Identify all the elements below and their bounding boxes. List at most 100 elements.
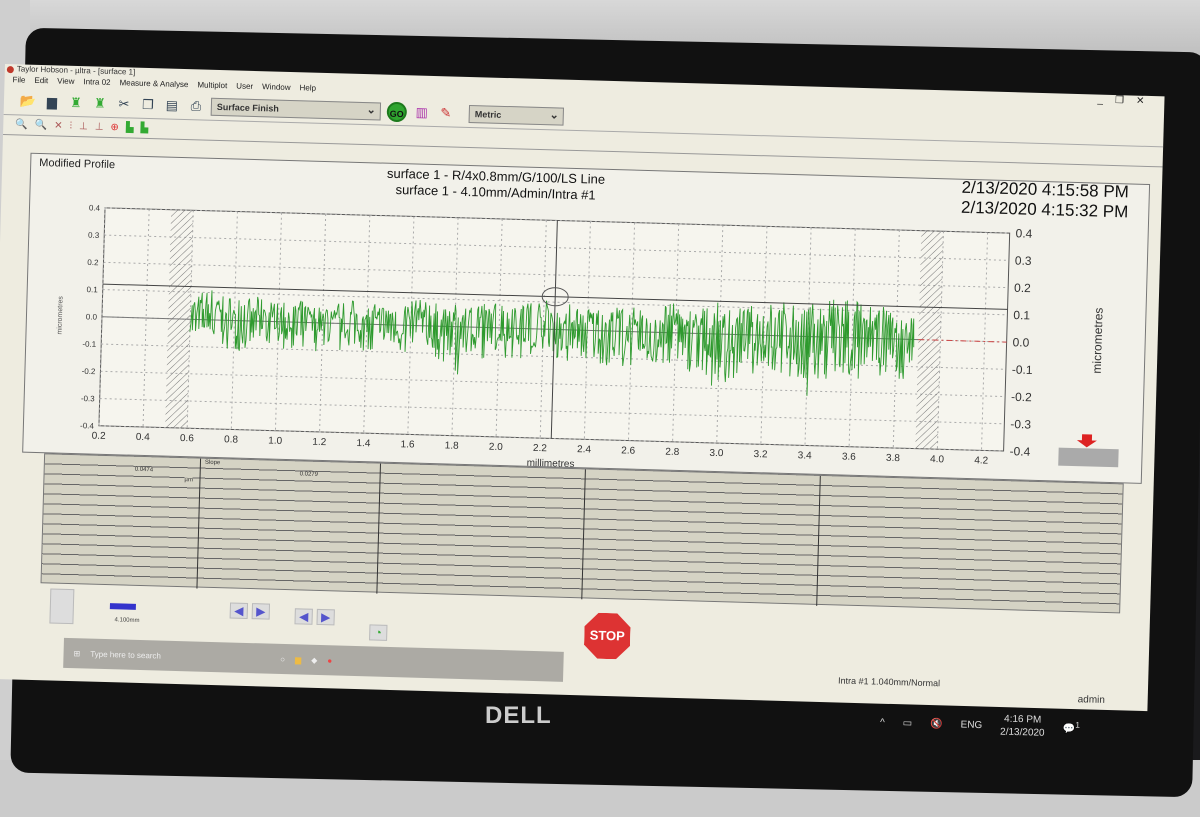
cortana-icon[interactable]: ○ <box>280 654 286 664</box>
menu-edit[interactable]: Edit <box>34 75 49 86</box>
y-tick-label-left: 0.1 <box>86 285 98 294</box>
level-icon[interactable]: ⫶ <box>69 120 73 132</box>
menu-window[interactable]: Window <box>261 82 291 92</box>
x-tick-label: 1.0 <box>268 435 283 446</box>
menu-help[interactable]: Help <box>299 83 317 93</box>
grid-line <box>363 215 371 434</box>
go-batch-icon[interactable]: ▥ <box>415 103 429 120</box>
grid-line <box>716 225 724 444</box>
minimize-button[interactable]: _ <box>1097 94 1104 106</box>
mute-icon[interactable]: 🔇 <box>930 718 943 730</box>
taylor-hobson-icon[interactable]: ● <box>327 655 333 665</box>
crosshair-icon[interactable]: ⊕ <box>110 121 120 134</box>
marker2-icon[interactable]: ⊥ <box>94 121 104 133</box>
grid-line <box>539 220 547 439</box>
menu-user[interactable]: User <box>236 81 254 91</box>
load-icon[interactable]: ♜ <box>69 94 83 110</box>
save-icon[interactable]: ▆ <box>46 93 58 109</box>
user-name: admin <box>1077 694 1106 706</box>
cursor-vertical <box>550 220 558 439</box>
menu-measure-analyse[interactable]: Measure & Analyse <box>119 78 189 90</box>
grid-line <box>104 234 1009 261</box>
app-icon[interactable]: ◆ <box>311 655 318 665</box>
x-tick-label: 3.6 <box>842 452 857 463</box>
x-tick-label: 3.8 <box>886 453 901 464</box>
move-left-button[interactable]: ◀ <box>229 602 249 619</box>
length-slider[interactable] <box>109 603 136 610</box>
column-divider <box>581 469 586 600</box>
x-tick-label: 3.2 <box>753 449 768 460</box>
open-folder-icon[interactable]: 📂 <box>19 92 37 109</box>
y-tick-label-left: -0.4 <box>80 421 95 430</box>
gauge-icon[interactable]: ◔ <box>369 624 388 641</box>
system-tray: ^ ▭ 🔇 ENG 4:16 PM 2/13/2020 💬1 <box>880 709 1081 741</box>
y-tick-label-left: 0.2 <box>87 258 99 267</box>
grid-line <box>319 213 327 432</box>
x-tick-label: 1.6 <box>400 439 415 450</box>
column-divider <box>376 463 381 594</box>
zero-line <box>918 339 1007 343</box>
network-icon[interactable]: ▭ <box>902 717 913 729</box>
result-value: 0.0279 <box>299 471 319 478</box>
maximize-button[interactable]: ❐ <box>1114 95 1125 107</box>
menu-file[interactable]: File <box>12 75 26 85</box>
x-tick-label: 2.4 <box>577 444 592 455</box>
zoom-out-icon[interactable]: 🔍 <box>34 119 48 132</box>
status-text: Intra #1 1.040mm/Normal <box>837 675 941 689</box>
clock[interactable]: 4:16 PM 2/13/2020 <box>1000 713 1045 740</box>
bar-chart2-icon[interactable]: ▙ <box>140 122 149 135</box>
grid-line <box>102 289 1008 316</box>
grid-line <box>98 425 1004 452</box>
edit-program-icon[interactable]: ✎ <box>440 104 452 120</box>
grid-line <box>230 211 238 430</box>
probe-icon[interactable] <box>49 588 75 625</box>
profile-line <box>189 290 915 396</box>
grid-line <box>495 218 503 437</box>
y-tick-label-left: -0.3 <box>81 394 96 403</box>
x-tick-label: 1.8 <box>445 440 460 451</box>
window-title: Taylor Hobson - µltra - [surface 1] <box>16 64 136 77</box>
file-explorer-icon[interactable]: ▆ <box>294 654 302 665</box>
grid-line <box>99 398 1005 425</box>
x-tick-label: 0.8 <box>224 434 239 445</box>
windows-start-icon[interactable]: ⊞ <box>73 648 81 658</box>
grid-line <box>627 222 636 441</box>
search-box[interactable]: Type here to search <box>90 649 162 661</box>
grid-line <box>105 207 1010 234</box>
x-tick-label: 2.0 <box>489 442 504 453</box>
notifications-icon[interactable]: 💬1 <box>1062 719 1081 736</box>
profile-chart[interactable]: 0.4 0.4 0.3 0.3 0.2 0.2 0.1 0.1 0.0 0.0 -0.1 -0.1 -0… <box>23 184 1140 485</box>
language-indicator[interactable]: ENG <box>960 718 983 731</box>
grid-line <box>981 232 989 451</box>
program-select[interactable]: Surface Finish <box>210 97 382 121</box>
cut-icon[interactable]: ✂ <box>118 95 130 111</box>
menu-view[interactable]: View <box>57 76 75 86</box>
load-all-icon[interactable]: ♜ <box>93 95 106 111</box>
zoom-reset-icon[interactable]: ✕ <box>54 120 63 132</box>
units-select[interactable]: Metric <box>468 104 565 126</box>
paste-icon[interactable]: ▤ <box>165 97 179 113</box>
result-unit: µm <box>184 477 193 484</box>
bar-chart-icon[interactable]: ▙ <box>125 122 134 134</box>
go-button[interactable]: GO <box>386 101 408 122</box>
x-tick-label: 2.8 <box>665 447 680 458</box>
chevron-up-icon[interactable]: ^ <box>879 716 885 728</box>
print-icon[interactable]: ⎙ <box>190 97 202 113</box>
grid-line <box>804 227 812 446</box>
move-right-button[interactable]: ▶ <box>251 603 271 620</box>
x-tick-label: 2.2 <box>533 443 548 454</box>
grid-line <box>451 217 459 436</box>
close-button[interactable]: ✕ <box>1135 95 1145 107</box>
grid-line <box>583 221 591 440</box>
y-tick-label-left: 0.4 <box>89 203 101 212</box>
probe-down-icon <box>1076 434 1097 448</box>
traverse-right-button[interactable]: ▶ <box>316 608 335 626</box>
y-tick-label-right: 0.1 <box>1013 308 1030 322</box>
zoom-in-icon[interactable]: 🔍 <box>15 119 28 131</box>
menu-intra[interactable]: Intra 02 <box>83 77 111 87</box>
grid-line <box>407 216 415 435</box>
copy-icon[interactable]: ❐ <box>141 96 154 112</box>
marker-icon[interactable]: ⊥ <box>78 121 88 133</box>
menu-multiplot[interactable]: Multiplot <box>197 80 228 91</box>
traverse-left-button[interactable]: ◀ <box>294 608 313 625</box>
